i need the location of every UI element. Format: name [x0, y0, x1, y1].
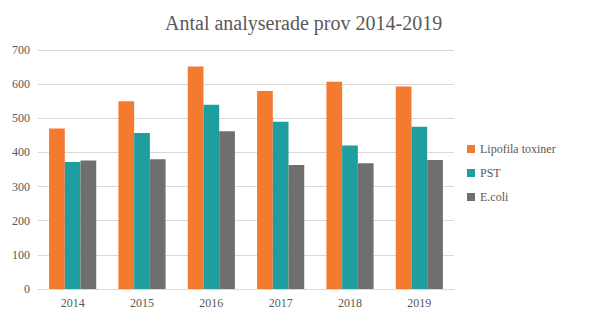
svg-text:700: 700 [12, 43, 30, 57]
svg-text:Lipofila toxiner: Lipofila toxiner [480, 142, 556, 156]
svg-text:0: 0 [24, 282, 30, 296]
svg-text:400: 400 [12, 145, 30, 159]
svg-text:PST: PST [480, 166, 501, 180]
svg-text:2018: 2018 [338, 296, 362, 310]
svg-text:100: 100 [12, 248, 30, 262]
svg-text:200: 200 [12, 214, 30, 228]
svg-text:2017: 2017 [269, 296, 293, 310]
svg-text:E.coli: E.coli [480, 190, 509, 204]
svg-text:600: 600 [12, 77, 30, 91]
svg-text:2019: 2019 [407, 296, 431, 310]
svg-text:2016: 2016 [199, 296, 223, 310]
svg-text:2015: 2015 [130, 296, 154, 310]
svg-text:2014: 2014 [61, 296, 85, 310]
svg-text:Antal analyserade prov 2014-20: Antal analyserade prov 2014-2019 [165, 12, 442, 35]
svg-text:500: 500 [12, 111, 30, 125]
svg-text:300: 300 [12, 180, 30, 194]
